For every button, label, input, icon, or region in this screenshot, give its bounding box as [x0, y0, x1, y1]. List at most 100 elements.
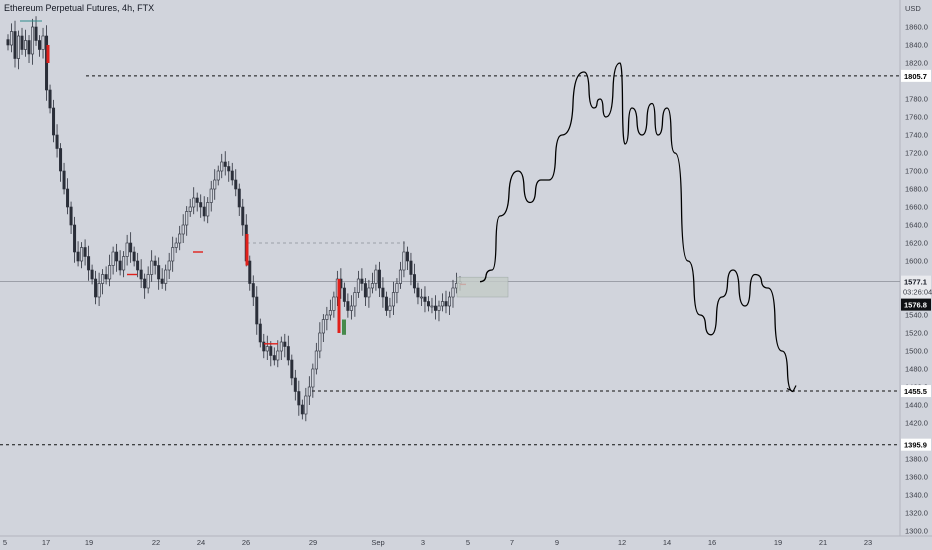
- candle-body: [426, 301, 430, 307]
- candle-body: [419, 296, 423, 299]
- time-tick-label: 5: [466, 538, 470, 547]
- candle: [426, 296, 430, 312]
- candle: [311, 363, 315, 398]
- candle: [251, 275, 255, 306]
- candle-body: [27, 40, 31, 55]
- candle: [87, 245, 91, 281]
- candle: [367, 279, 371, 308]
- candle-body: [153, 260, 157, 266]
- candle: [269, 341, 273, 367]
- candle-body: [286, 346, 290, 361]
- candle-body: [265, 346, 269, 352]
- candle-body: [55, 134, 59, 149]
- candle-body: [430, 305, 434, 308]
- candle-body: [447, 296, 451, 307]
- candle-body: [160, 278, 164, 284]
- candle-body: [192, 197, 196, 208]
- price-tick-label: 1440.0: [905, 401, 928, 410]
- candle: [132, 246, 136, 267]
- candle: [300, 399, 304, 420]
- candle-body: [279, 341, 283, 352]
- candle: [69, 201, 73, 234]
- candle-body: [24, 40, 28, 50]
- candle: [192, 187, 196, 215]
- time-tick-label: 29: [309, 538, 317, 547]
- candle-body: [111, 251, 115, 266]
- candle-body: [262, 341, 266, 352]
- candle: [66, 178, 70, 215]
- time-tick-label: 24: [197, 538, 205, 547]
- candle-body: [367, 287, 371, 298]
- tag-level-lowest-text: 1395.9: [904, 441, 927, 450]
- candle: [370, 272, 374, 294]
- candle-body: [276, 350, 280, 361]
- candle: [279, 336, 283, 360]
- price-tick-label: 1720.0: [905, 149, 928, 158]
- candle: [297, 380, 301, 416]
- candle-body: [209, 188, 213, 203]
- candle: [304, 387, 308, 422]
- candle-body: [332, 296, 336, 311]
- candle-body: [346, 301, 350, 311]
- candle: [423, 286, 427, 313]
- candle: [377, 261, 381, 297]
- candle-body: [234, 179, 238, 190]
- price-tick-label: 1500.0: [905, 347, 928, 356]
- tag-last-price: 1577.103:26:04: [901, 275, 932, 299]
- candle: [374, 264, 378, 291]
- candle: [146, 266, 150, 294]
- candle: [283, 333, 287, 358]
- candle-body: [241, 206, 245, 226]
- candle: [185, 206, 189, 236]
- price-tick-label: 1760.0: [905, 113, 928, 122]
- time-axis[interactable]: 5 17 19 22 24 26 29 Sep 3 5 7 9 12 14 16 19 21 23: [3, 538, 872, 547]
- candle-body: [356, 278, 360, 293]
- candle-body: [230, 170, 234, 181]
- candle: [349, 295, 353, 320]
- candle-body: [185, 211, 189, 226]
- candle-body: [13, 31, 17, 59]
- time-tick-label: 23: [864, 538, 872, 547]
- candle: [276, 340, 280, 368]
- price-tick-label: 1320.0: [905, 509, 928, 518]
- candle-body: [139, 269, 143, 280]
- time-tick-label: 12: [618, 538, 626, 547]
- candle: [101, 269, 105, 295]
- bear-highlight-candle: [46, 45, 50, 63]
- candle-body: [80, 247, 84, 262]
- candle-body: [290, 359, 294, 379]
- candle-body: [115, 251, 119, 262]
- candle: [237, 183, 241, 216]
- candle: [45, 25, 49, 101]
- symbol-title: Ethereum Perpetual Futures, 4h, FTX: [4, 3, 155, 13]
- time-tick-label: 3: [421, 538, 425, 547]
- projection-path: [479, 62, 794, 393]
- candle: [206, 197, 210, 224]
- candle-body: [108, 265, 112, 280]
- time-tick-label: 19: [774, 538, 782, 547]
- time-tick-label: Sep: [371, 538, 384, 547]
- price-axis[interactable]: USD 1300.0 1320.0 1340.0 1360.0 1380.0 1420.0 1…: [905, 4, 928, 536]
- candle: [360, 268, 364, 291]
- candle: [139, 259, 143, 288]
- price-tick-label: 1340.0: [905, 491, 928, 500]
- time-tick-label: 19: [85, 538, 93, 547]
- candle: [318, 322, 322, 359]
- candle-body: [52, 107, 56, 136]
- price-tick-label: 1520.0: [905, 329, 928, 338]
- tag-current-bg: [901, 298, 931, 311]
- candle: [76, 241, 80, 267]
- last-price-text: 1577.1: [904, 278, 927, 287]
- candle: [272, 347, 276, 366]
- candle-body: [59, 148, 63, 172]
- candle: [433, 295, 437, 320]
- price-tick-label: 1680.0: [905, 185, 928, 194]
- candle-body: [255, 296, 259, 325]
- candle-body: [129, 242, 133, 253]
- time-tick-label: 17: [42, 538, 50, 547]
- candle-body: [451, 287, 455, 298]
- candle-body: [433, 305, 437, 311]
- candle: [216, 165, 220, 186]
- projection-box: [456, 276, 509, 298]
